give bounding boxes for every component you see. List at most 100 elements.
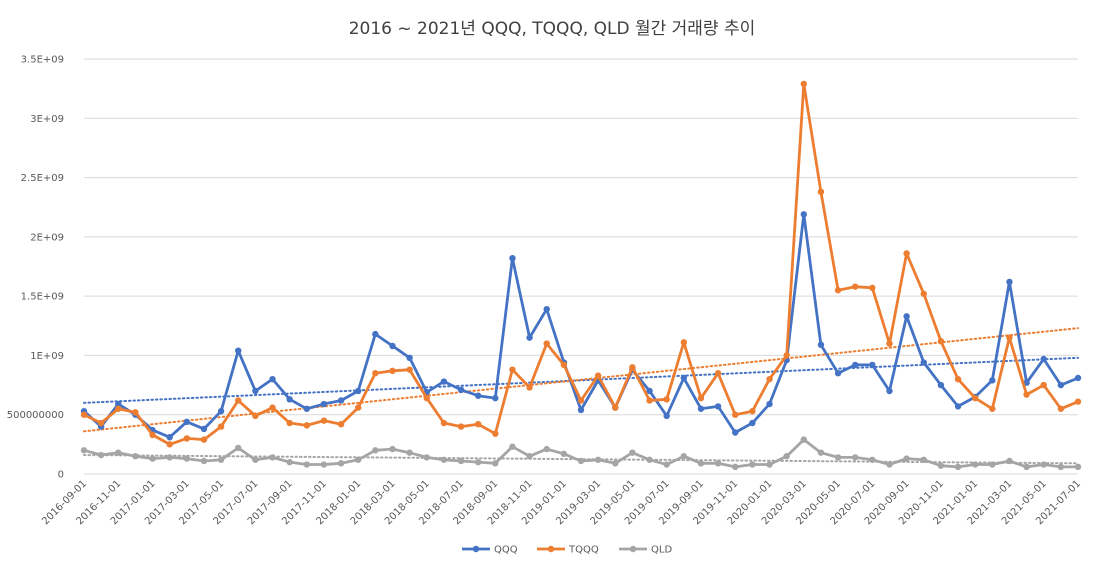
data-point [886,387,893,395]
data-point [629,449,636,456]
data-point [697,405,705,412]
data-point [834,370,842,377]
data-point [989,461,996,468]
data-point [783,453,790,460]
legend-label: QLD [651,545,672,556]
data-point [869,456,876,463]
y-axis-ticks: 0 500000000 1E+09 1.5E+09 2E+09 2.5E+09 3E+09 3… [7,55,64,481]
data-point [800,436,807,443]
data-point [372,447,379,454]
data-point [389,367,396,375]
data-point [646,397,653,404]
data-point [492,460,499,467]
data-point [200,425,208,433]
data-point [886,340,893,347]
data-point [920,359,927,366]
data-point [166,441,173,448]
data-point [509,255,516,262]
y-tick-label: 1E+09 [30,351,64,362]
data-point [577,397,585,404]
data-point [183,435,191,442]
data-point [286,419,293,427]
data-point [320,461,328,468]
data-point [989,377,996,384]
data-point [252,456,259,463]
y-tick-label: 0 [58,470,64,481]
data-point [166,434,173,441]
legend-swatch-marker [547,545,555,553]
data-point [937,462,945,469]
data-point [183,455,191,462]
y-tick-label: 3.5E+09 [21,55,64,66]
data-point [903,455,910,462]
data-point [1057,463,1065,471]
data-point [440,419,448,427]
data-point [612,404,619,411]
data-point [663,412,670,420]
data-point [543,340,550,347]
data-point [389,445,396,453]
data-point [457,386,465,394]
data-point [217,456,225,463]
legend: QQQ TQQQ QLD [462,545,672,556]
data-point [440,378,448,385]
data-point [886,461,893,468]
data-point [269,454,276,461]
data-point [800,80,807,88]
series-tqqq [80,80,1082,448]
series-qld [80,436,1082,471]
data-point [903,313,910,320]
data-point [852,454,859,461]
chart-title: 2016 ~ 2021년 QQQ, TQQQ, QLD 월간 거래량 추이 [349,19,756,39]
data-point [817,188,825,195]
data-point [474,421,482,428]
legend-item-qld: QLD [619,545,672,556]
data-point [474,392,482,399]
data-point [732,429,739,436]
data-point [697,394,705,402]
data-point [560,450,568,458]
data-point [355,404,362,411]
y-tick-label: 3E+09 [30,114,64,125]
data-point [303,422,310,429]
data-point [766,400,773,408]
data-point [749,407,756,415]
data-point [269,375,276,383]
data-point [1023,463,1030,471]
data-point [132,409,139,416]
data-point [252,412,259,420]
data-point [954,375,962,383]
data-point [1040,461,1047,468]
data-point [543,445,550,453]
data-point [457,423,465,430]
legend-item-tqqq: TQQQ [537,545,599,556]
y-tick-label: 2.5E+09 [21,173,64,184]
data-point [560,361,568,369]
legend-item-qqq: QQQ [462,545,518,556]
data-point [269,404,276,411]
data-point [646,387,653,395]
data-point [149,431,156,439]
data-point [337,397,345,404]
data-point [406,354,413,361]
y-tick-label: 2E+09 [30,232,64,243]
data-point [526,384,533,391]
data-point [115,400,122,408]
data-point [337,460,345,467]
data-point [1074,374,1082,382]
data-point [509,443,516,450]
data-point [783,352,790,359]
data-point [954,403,962,410]
data-point [423,394,430,402]
data-point [989,405,996,412]
data-point [372,330,379,338]
data-point [766,461,773,468]
data-point [286,458,293,466]
data-point [286,396,293,403]
data-point [355,387,362,395]
data-point [646,456,653,463]
data-point [766,375,773,383]
data-point [406,366,413,373]
data-point [1006,278,1013,286]
